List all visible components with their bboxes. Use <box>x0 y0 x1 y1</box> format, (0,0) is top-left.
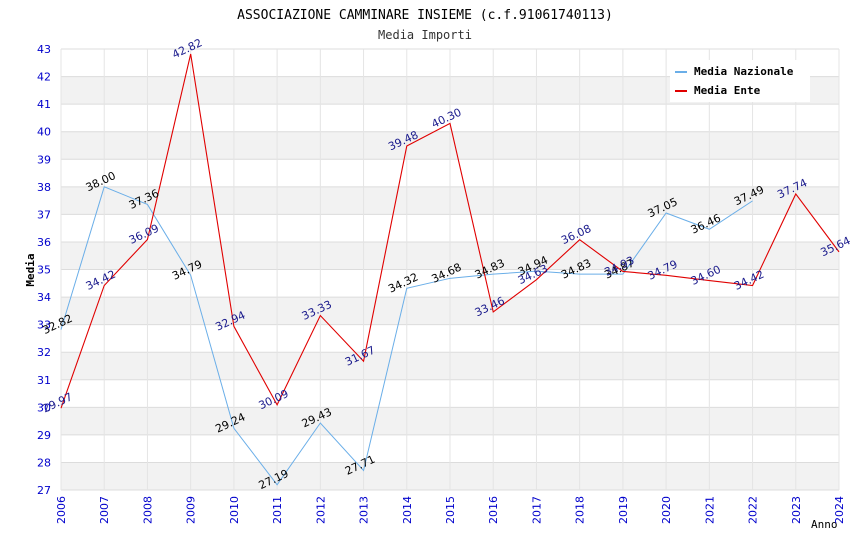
series-lines <box>60 53 840 486</box>
data-label-nazionale: 36.46 <box>689 212 723 237</box>
y-tick-label: 36 <box>37 236 51 249</box>
x-axis-label: Anno <box>811 518 838 531</box>
legend: Media Nazionale Media Ente <box>670 60 810 102</box>
y-tick-label: 33 <box>37 319 51 332</box>
data-label-nazionale: 32.82 <box>40 312 74 337</box>
y-tick-label: 43 <box>37 43 51 56</box>
x-tick-label: 2011 <box>271 496 284 524</box>
y-tick-label: 27 <box>37 484 51 497</box>
legend-box <box>670 60 810 102</box>
x-tick-label: 2012 <box>314 496 327 524</box>
y-tick-label: 41 <box>37 98 51 111</box>
y-tick-label: 30 <box>37 401 51 414</box>
x-axis-ticks: 2006 2007 2008 2009 2010 2011 2012 2013 2014 2015… <box>55 496 846 524</box>
x-tick-label: 2020 <box>660 496 673 524</box>
series-line-media-ente <box>60 53 840 409</box>
legend-label-media-ente: Media Ente <box>694 84 761 97</box>
series-line-media-nazionale <box>60 186 753 486</box>
x-tick-label: 2016 <box>487 496 500 524</box>
x-tick-label: 2009 <box>185 496 198 524</box>
x-tick-label: 2013 <box>358 496 371 524</box>
data-label-ente: 34.42 <box>732 268 766 293</box>
y-tick-label: 28 <box>37 456 51 469</box>
x-tick-label: 2018 <box>574 496 587 524</box>
x-tick-label: 2022 <box>747 496 760 524</box>
x-tick-label: 2023 <box>790 496 803 524</box>
data-label-ente: 34.42 <box>84 268 118 293</box>
x-tick-label: 2015 <box>444 496 457 524</box>
x-tick-label: 2019 <box>617 496 630 524</box>
y-tick-label: 34 <box>37 291 51 304</box>
y-tick-label: 35 <box>37 264 51 277</box>
y-tick-label: 32 <box>37 346 51 359</box>
y-axis-label: Media <box>24 253 37 286</box>
chart-subtitle: Media Importi <box>378 28 472 42</box>
data-label-nazionale: 34.32 <box>386 271 420 296</box>
y-tick-label: 40 <box>37 126 51 139</box>
y-tick-label: 38 <box>37 181 51 194</box>
x-tick-label: 2010 <box>228 496 241 524</box>
x-tick-label: 2007 <box>98 496 111 524</box>
y-tick-label: 37 <box>37 208 51 221</box>
x-tick-label: 2024 <box>833 496 846 524</box>
x-tick-label: 2006 <box>55 496 68 524</box>
chart-title: ASSOCIAZIONE CAMMINARE INSIEME (c.f.9106… <box>237 8 613 23</box>
y-tick-label: 29 <box>37 429 51 442</box>
x-tick-label: 2021 <box>703 496 716 524</box>
data-label-ente: 40.30 <box>429 106 463 131</box>
x-tick-label: 2017 <box>530 496 543 524</box>
x-tick-label: 2014 <box>401 496 414 524</box>
grid-lines <box>60 48 840 491</box>
y-axis-ticks: 27 28 29 30 31 32 33 34 35 36 37 38 39 40 41 42 43 <box>37 43 51 497</box>
y-tick-label: 31 <box>37 374 51 387</box>
y-tick-label: 39 <box>37 153 51 166</box>
y-tick-label: 42 <box>37 71 51 84</box>
legend-label-media-nazionale: Media Nazionale <box>694 65 794 78</box>
data-label-ente: 42.82 <box>170 36 204 61</box>
x-tick-label: 2008 <box>141 496 154 524</box>
